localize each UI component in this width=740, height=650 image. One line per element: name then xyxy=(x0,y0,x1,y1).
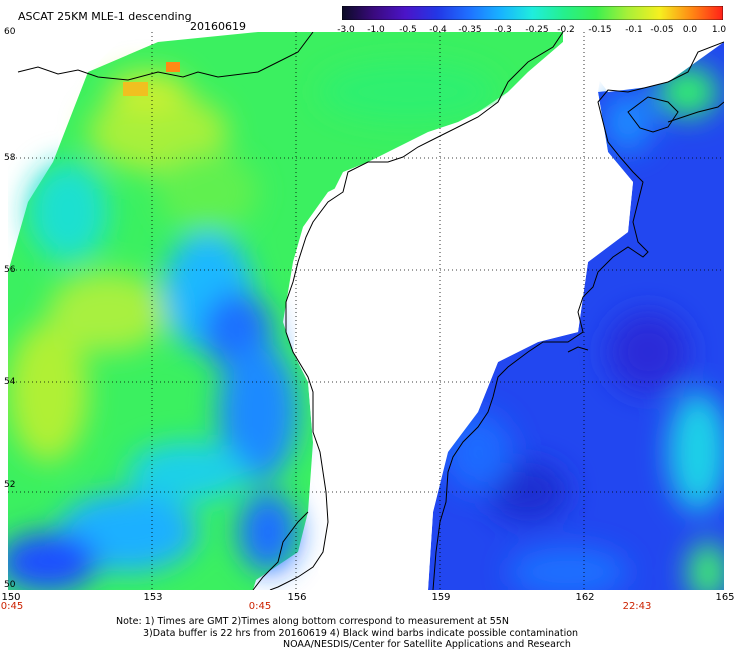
map-panel xyxy=(8,32,724,590)
colorbar-tick-label: 1.0 xyxy=(711,25,727,35)
colorbar-tick-label: -0.2 xyxy=(557,25,575,35)
colorbar-tick-label: -1.0 xyxy=(367,25,385,35)
colorbar-tick-label: 0.0 xyxy=(682,25,698,35)
footer-note-line2: 3)Data buffer is 22 hrs from 20160619 4)… xyxy=(143,628,579,639)
colorbar-tick-label: -0.1 xyxy=(625,25,643,35)
coastline xyxy=(17,32,724,590)
time-label: 22:43 xyxy=(622,601,652,612)
colorbar xyxy=(342,6,723,20)
wind-field-map xyxy=(8,32,724,590)
land-areas xyxy=(8,32,724,590)
footer-credit: NOAA/NESDIS/Center for Satellite Applica… xyxy=(283,639,571,650)
lon-label: 162 xyxy=(575,592,595,603)
colorbar-tick-label: -3.0 xyxy=(337,25,355,35)
colorbar-tick-label: -0.05 xyxy=(650,25,674,35)
colorbar-tick-label: -0.25 xyxy=(525,25,549,35)
colorbar-tick-label: -0.5 xyxy=(399,25,417,35)
time-label: 0:45 xyxy=(248,601,272,612)
lon-label: 165 xyxy=(715,592,735,603)
lon-label: 150 xyxy=(1,592,21,603)
lat-label: 52 xyxy=(4,480,16,490)
lon-label: 159 xyxy=(431,592,451,603)
west-swath xyxy=(8,32,563,590)
colorbar-tick-label: -0.3 xyxy=(494,25,512,35)
lon-label: 156 xyxy=(287,592,307,603)
lat-label: 58 xyxy=(4,153,16,163)
colorbar-tick-label: -0.4 xyxy=(429,25,447,35)
map-date: 20160619 xyxy=(190,20,246,33)
graticule xyxy=(8,32,724,590)
lat-label: 54 xyxy=(4,377,16,387)
colorbar-tick-label: -0.35 xyxy=(458,25,482,35)
lon-label: 153 xyxy=(143,592,163,603)
time-label: 0:45 xyxy=(0,601,24,612)
lat-label: 60 xyxy=(4,27,16,37)
lat-label: 56 xyxy=(4,265,16,275)
map-title: ASCAT 25KM MLE-1 descending xyxy=(18,10,192,23)
colorbar-tick-label: -0.15 xyxy=(588,25,612,35)
footer-note-line1: Note: 1) Times are GMT 2)Times along bot… xyxy=(116,616,509,627)
lat-label: 50 xyxy=(4,580,16,590)
